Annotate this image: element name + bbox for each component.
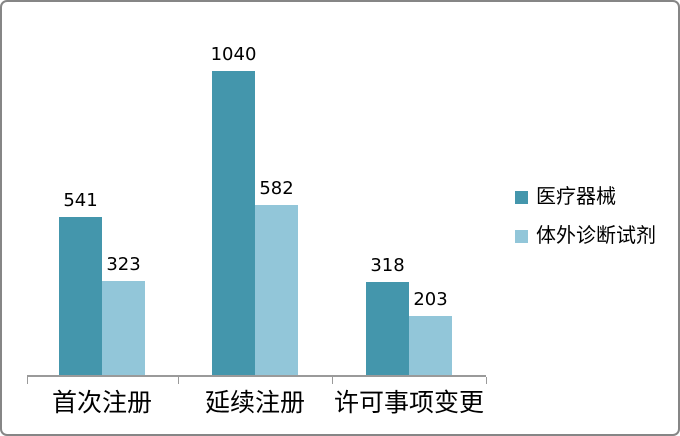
x-axis-tick [178, 377, 179, 384]
legend-item-medical-devices: 医疗器械 [515, 186, 656, 208]
bar-ivd-reagents-0 [102, 281, 145, 375]
bar-medical-devices-1 [212, 71, 255, 375]
x-axis-tick [27, 377, 28, 384]
bar-medical-devices-2 [366, 282, 409, 375]
legend-swatch-medical-devices [515, 190, 528, 204]
data-label: 582 [259, 178, 294, 199]
bar-ivd-reagents-2 [409, 316, 452, 375]
x-axis-line [27, 375, 486, 377]
legend: 医疗器械 体外诊断试剂 [515, 186, 656, 247]
x-axis-tick [486, 377, 487, 384]
data-label: 323 [106, 254, 141, 275]
category-label-1: 延续注册 [204, 389, 305, 417]
data-label: 203 [413, 289, 448, 310]
category-label-2: 许可事项变更 [333, 389, 484, 417]
legend-label-ivd-reagents: 体外诊断试剂 [536, 225, 656, 247]
legend-label-medical-devices: 医疗器械 [536, 186, 616, 208]
data-label: 318 [370, 255, 405, 276]
x-axis-tick [332, 377, 333, 384]
data-label: 541 [63, 190, 98, 211]
legend-swatch-ivd-reagents [515, 229, 528, 243]
bar-medical-devices-0 [59, 217, 102, 375]
bar-ivd-reagents-1 [255, 205, 298, 375]
legend-item-ivd-reagents: 体外诊断试剂 [515, 225, 656, 247]
category-label-0: 首次注册 [51, 389, 152, 417]
data-label: 1040 [210, 44, 257, 65]
